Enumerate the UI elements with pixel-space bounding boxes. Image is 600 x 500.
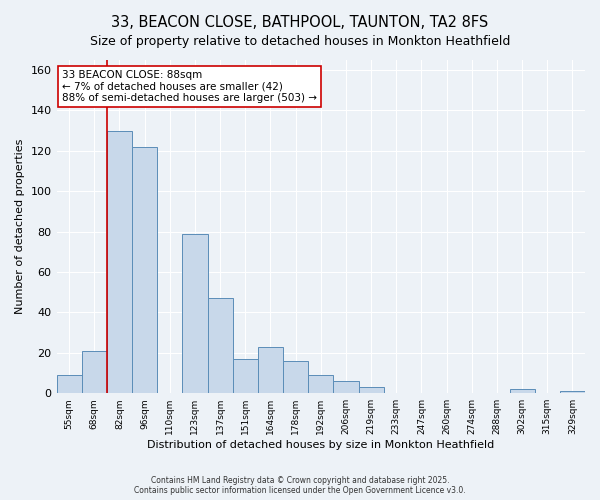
Bar xyxy=(233,359,258,393)
Bar xyxy=(258,347,283,393)
Text: 33, BEACON CLOSE, BATHPOOL, TAUNTON, TA2 8FS: 33, BEACON CLOSE, BATHPOOL, TAUNTON, TA2… xyxy=(112,15,488,30)
Y-axis label: Number of detached properties: Number of detached properties xyxy=(15,139,25,314)
Bar xyxy=(82,351,107,393)
Bar xyxy=(359,387,383,393)
Bar xyxy=(182,234,208,393)
Bar xyxy=(509,389,535,393)
Bar xyxy=(283,361,308,393)
Bar xyxy=(560,391,585,393)
Bar xyxy=(132,147,157,393)
Bar xyxy=(56,375,82,393)
Text: 33 BEACON CLOSE: 88sqm
← 7% of detached houses are smaller (42)
88% of semi-deta: 33 BEACON CLOSE: 88sqm ← 7% of detached … xyxy=(62,70,317,103)
Bar xyxy=(334,381,359,393)
Bar xyxy=(208,298,233,393)
Text: Contains HM Land Registry data © Crown copyright and database right 2025.
Contai: Contains HM Land Registry data © Crown c… xyxy=(134,476,466,495)
X-axis label: Distribution of detached houses by size in Monkton Heathfield: Distribution of detached houses by size … xyxy=(147,440,494,450)
Bar xyxy=(308,375,334,393)
Text: Size of property relative to detached houses in Monkton Heathfield: Size of property relative to detached ho… xyxy=(90,35,510,48)
Bar xyxy=(107,130,132,393)
